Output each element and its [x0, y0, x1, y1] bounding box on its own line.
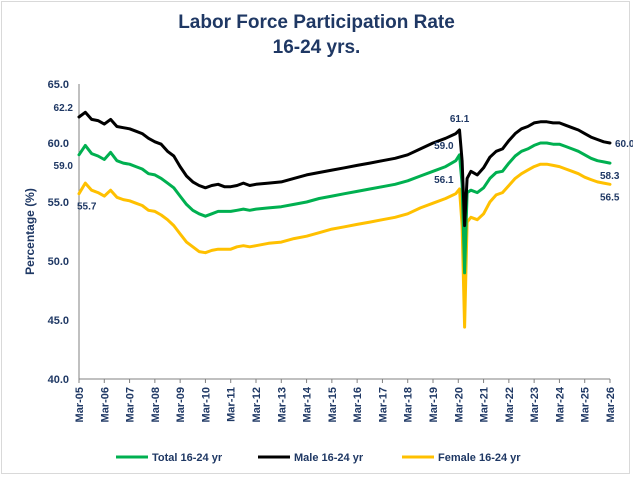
y-tick-label: 55.0 — [48, 197, 69, 209]
y-tick-label: 65.0 — [48, 79, 69, 91]
data-label: 56.1 — [434, 175, 454, 186]
chart-subtitle: 16-24 yrs. — [272, 37, 361, 58]
x-tick-label: Mar-18 — [403, 387, 415, 422]
data-label: 58.3 — [600, 171, 620, 182]
x-tick-label: Mar-23 — [529, 387, 541, 422]
data-label: 61.1 — [450, 114, 470, 125]
x-tick-label: Mar-16 — [352, 387, 364, 422]
x-tick-label: Mar-13 — [276, 387, 288, 422]
y-tick-label: 45.0 — [48, 315, 69, 327]
x-tick-label: Mar-10 — [200, 387, 212, 422]
x-tick-label: Mar-07 — [125, 387, 137, 422]
y-axis-label: Percentage (%) — [23, 188, 37, 275]
x-tick-label: Mar-20 — [453, 387, 465, 422]
legend-label: Total 16-24 yr — [152, 452, 223, 464]
data-label: 59.0 — [54, 161, 74, 172]
x-tick-label: Mar-09 — [175, 387, 187, 422]
x-tick-label: Mar-15 — [327, 387, 339, 422]
series-line-male-16-24-yr — [77, 110, 612, 228]
y-tick-labels: 40.0 45.0 50.0 55.0 60.0 65.0 — [48, 79, 69, 386]
data-labels: 62.2 59.0 55.7 61.1 59.0 56.1 60.0 58.3 56.5 — [54, 103, 633, 213]
axes — [78, 84, 611, 383]
chart-title: Labor Force Participation Rate — [178, 12, 455, 33]
series-line-total-16-24-yr — [77, 141, 612, 275]
data-label: 62.2 — [54, 103, 74, 114]
y-tick-label: 40.0 — [48, 374, 69, 386]
x-tick-label: Mar-21 — [479, 387, 491, 422]
x-tick-label: Mar-06 — [99, 387, 111, 422]
x-tick-label: Mar-26 — [605, 387, 617, 422]
data-label: 59.0 — [434, 141, 454, 152]
legend: Total 16-24 yr Male 16-24 yr Female 16-24 … — [116, 452, 521, 464]
x-tick-label: Mar-05 — [74, 387, 86, 422]
legend-label: Female 16-24 yr — [438, 452, 521, 464]
x-tick-label: Mar-25 — [580, 387, 592, 422]
data-label: 56.5 — [600, 192, 620, 203]
x-tick-label: Mar-17 — [377, 387, 389, 422]
x-tick-label: Mar-08 — [150, 387, 162, 422]
series-lines — [77, 110, 612, 329]
x-tick-label: Mar-22 — [504, 387, 516, 422]
data-label: 55.7 — [77, 202, 97, 213]
y-tick-label: 50.0 — [48, 256, 69, 268]
x-tick-labels: Mar-05 Mar-06 Mar-07 Mar-08 Mar-09 Mar-10 Mar-… — [74, 386, 617, 422]
x-tick-label: Mar-19 — [428, 387, 440, 422]
x-tick-label: Mar-14 — [302, 386, 314, 422]
y-tick-label: 60.0 — [48, 138, 69, 150]
data-label: 60.0 — [615, 139, 633, 150]
series-line-female-16-24-yr — [77, 162, 612, 329]
x-tick-label: Mar-11 — [226, 387, 238, 422]
x-tick-label: Mar-24 — [554, 386, 566, 422]
x-tick-label: Mar-12 — [251, 387, 263, 422]
legend-label: Male 16-24 yr — [294, 452, 364, 464]
